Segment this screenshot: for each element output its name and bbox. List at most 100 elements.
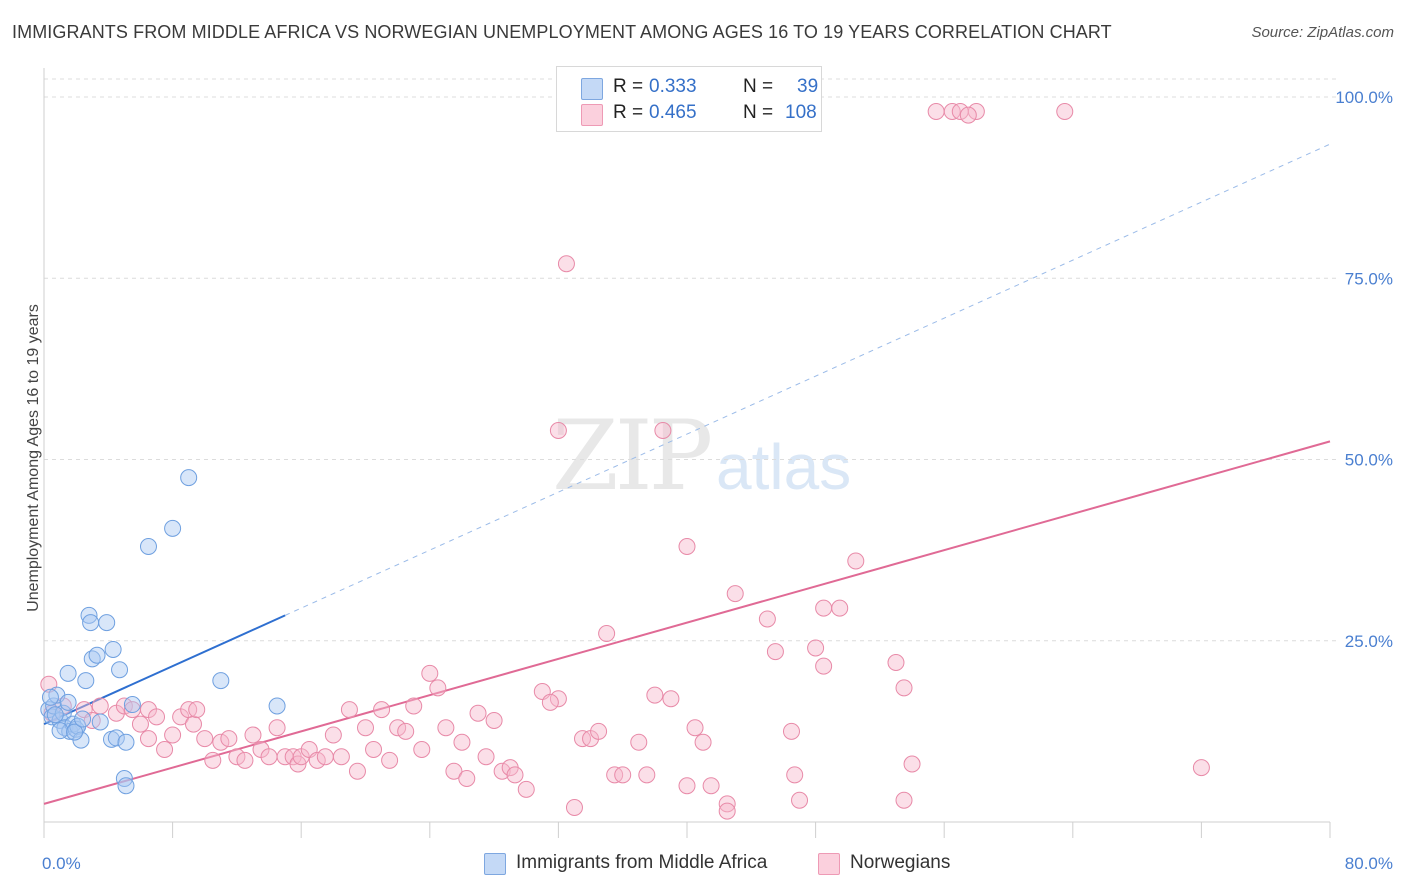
point-norwegians [815, 599, 833, 617]
point-africa [212, 672, 230, 690]
gridlines [44, 78, 1340, 642]
point-norwegians [477, 748, 495, 766]
bottom-legend-swatch-norwegians [818, 853, 840, 875]
point-africa [45, 697, 63, 715]
point-africa [117, 733, 135, 751]
point-norwegians [786, 766, 804, 784]
point-norwegians [429, 679, 447, 697]
point-norwegians [373, 701, 391, 719]
point-norwegians [831, 599, 849, 617]
point-norwegians [702, 777, 720, 795]
data-points [40, 103, 1210, 820]
point-norwegians [268, 719, 286, 737]
legend-swatch-norwegians [581, 104, 603, 126]
point-norwegians [686, 719, 704, 737]
point-norwegians [156, 741, 174, 758]
point-africa [111, 661, 129, 679]
point-africa [104, 640, 122, 658]
legend-r-label: R = [613, 102, 644, 123]
point-norwegians [959, 106, 977, 124]
watermark-zip: ZIP [552, 400, 713, 512]
point-africa [268, 697, 286, 715]
point-africa [91, 713, 109, 731]
point-norwegians [967, 103, 985, 120]
y-tick-label: 50.0% [1345, 451, 1393, 470]
point-norwegians [188, 701, 206, 719]
point-africa [139, 538, 157, 555]
point-norwegians [493, 762, 511, 780]
point-norwegians [903, 755, 921, 773]
point-norwegians [557, 255, 575, 273]
point-norwegians [654, 422, 672, 439]
point-norwegians [678, 538, 696, 555]
point-africa [82, 614, 100, 632]
point-norwegians [453, 733, 471, 751]
bottom-legend-label-norwegians: Norwegians [850, 852, 951, 873]
point-norwegians [638, 766, 656, 784]
bottom-legend-label-africa: Immigrants from Middle Africa [516, 852, 768, 873]
point-norwegians [196, 730, 214, 748]
point-norwegians [405, 697, 423, 715]
point-africa [107, 729, 125, 747]
point-norwegians [437, 719, 455, 737]
chart-title: IMMIGRANTS FROM MIDDLE AFRICA VS NORWEGI… [12, 22, 1112, 42]
point-norwegians [718, 795, 736, 813]
point-norwegians [541, 693, 559, 711]
point-norwegians [148, 708, 166, 726]
y-tick-label: 75.0% [1345, 269, 1393, 288]
point-norwegians [131, 715, 149, 733]
point-africa [180, 469, 198, 487]
point-norwegians [791, 791, 809, 809]
point-norwegians [646, 686, 664, 704]
point-norwegians [357, 719, 374, 737]
point-norwegians [1056, 103, 1074, 120]
source-label: Source: ZipAtlas.com [1251, 24, 1394, 41]
y-tick-label: 100.0% [1335, 88, 1393, 107]
y-tick-label: 25.0% [1345, 632, 1393, 651]
point-norwegians [397, 722, 415, 740]
point-norwegians [614, 766, 632, 784]
point-norwegians [485, 712, 503, 729]
point-norwegians [413, 741, 431, 758]
legend-n-value-norwegians: 108 [785, 102, 817, 123]
point-norwegians [204, 751, 222, 769]
point-norwegians [549, 422, 567, 439]
point-africa [59, 693, 77, 711]
legend-r-value-africa: 0.333 [649, 76, 697, 97]
point-norwegians [517, 780, 535, 798]
point-norwegians [782, 722, 800, 740]
point-norwegians [598, 625, 616, 642]
point-norwegians [694, 733, 712, 751]
point-norwegians [506, 766, 524, 784]
point-norwegians [678, 777, 696, 795]
point-africa [164, 519, 182, 537]
point-norwegians [236, 751, 254, 769]
bottom-legend-swatch-africa [484, 853, 506, 875]
point-norwegians [228, 748, 246, 766]
tick-labels: 25.0% 50.0% 75.0% 100.0% 0.0% 80.0% [42, 88, 1393, 873]
point-africa [80, 606, 98, 624]
point-norwegians [365, 741, 383, 758]
point-norwegians [316, 748, 334, 766]
trend-line-africa-extension [284, 143, 1331, 616]
point-norwegians [91, 697, 109, 715]
point-africa [115, 770, 133, 787]
point-africa [41, 688, 59, 706]
point-norwegians [164, 726, 182, 744]
correlation-legend: R = 0.333 N = 39 R = 0.465 N = 108 [556, 66, 822, 132]
point-norwegians [718, 802, 736, 820]
point-africa [74, 710, 92, 728]
trend-lines [43, 143, 1331, 805]
point-norwegians [332, 748, 350, 766]
point-africa [123, 696, 141, 714]
point-norwegians [1192, 759, 1210, 777]
point-africa [98, 614, 116, 632]
legend-r-value-norwegians: 0.465 [649, 102, 697, 123]
point-norwegians [758, 610, 776, 628]
point-norwegians [895, 791, 913, 809]
point-norwegians [340, 701, 358, 719]
legend-r-label: R = [613, 76, 644, 97]
point-norwegians [458, 770, 476, 787]
legend-swatch-africa [581, 78, 603, 100]
